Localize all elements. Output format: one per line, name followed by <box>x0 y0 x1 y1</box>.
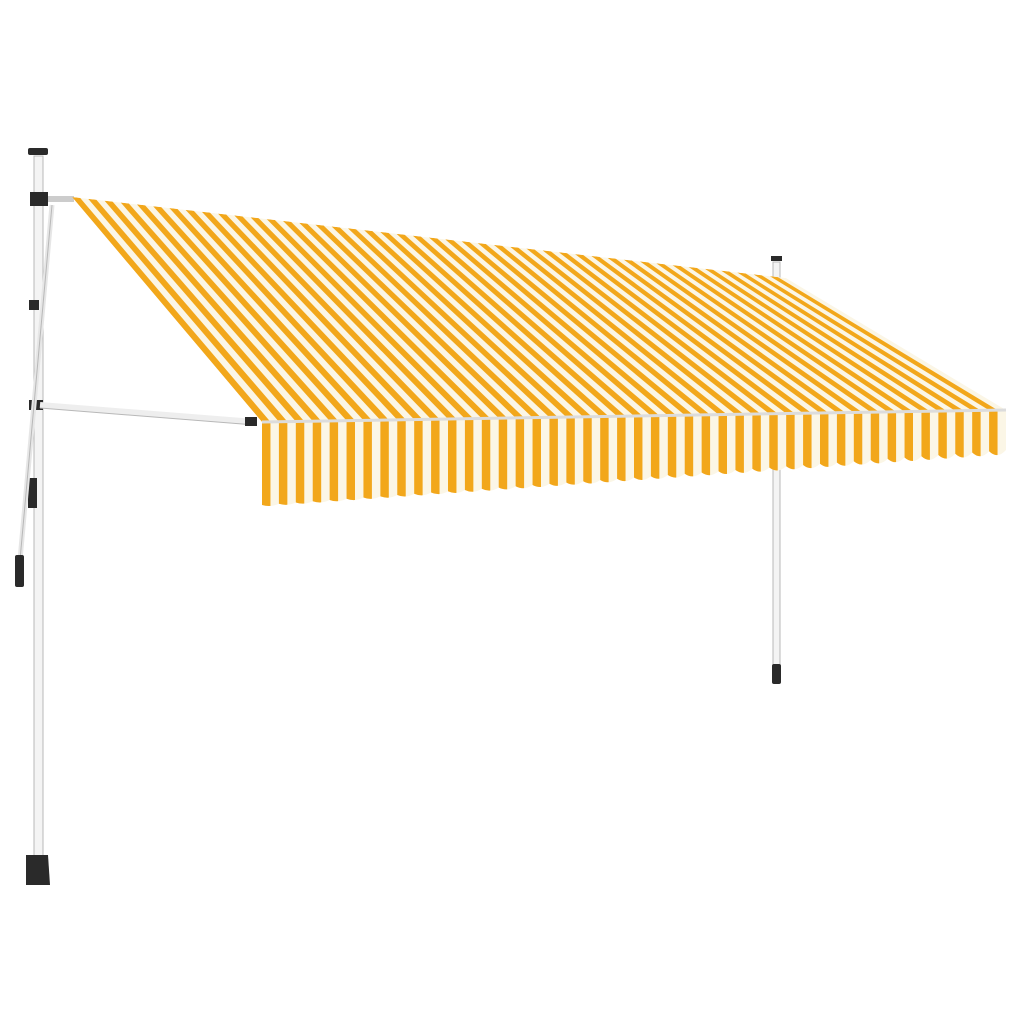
canopy-stripe <box>769 276 998 411</box>
canopy-stripe <box>396 233 609 417</box>
canopy-stripe <box>445 239 660 416</box>
left-pole <box>26 148 50 885</box>
canopy-stripe <box>737 272 964 411</box>
canopy-stripe <box>331 226 541 418</box>
canopy-stripe <box>201 211 406 420</box>
valance-stripe <box>363 410 372 507</box>
valance-stripe <box>650 410 660 507</box>
valance-stripe <box>989 410 998 507</box>
canopy-stripe <box>510 246 727 415</box>
canopy-stripe <box>380 231 592 417</box>
canopy-stripe <box>526 248 744 415</box>
valance-stripe <box>278 410 288 507</box>
canopy-stripe <box>72 197 271 422</box>
canopy-stripe <box>185 209 389 421</box>
valance-stripe <box>634 410 643 507</box>
crank-strut <box>15 204 55 587</box>
valance-stripe <box>431 410 440 507</box>
canopy-stripe <box>672 265 897 412</box>
valance-stripe <box>887 410 897 507</box>
canopy-stripe <box>153 206 355 421</box>
valance-stripe <box>448 410 457 507</box>
canopy-stripe <box>607 257 829 413</box>
canopy-stripe <box>639 261 863 413</box>
valance-stripe <box>938 410 947 507</box>
canopy-stripe <box>412 235 626 417</box>
canopy-stripe <box>721 270 947 412</box>
valance-stripe <box>346 410 355 507</box>
valance-stripe <box>701 410 711 507</box>
valance-stripe <box>295 410 305 507</box>
canopy-stripe <box>477 243 694 416</box>
valance-stripe <box>617 410 626 507</box>
valance-stripe <box>329 410 339 507</box>
canopy-stripe <box>429 237 643 416</box>
canopy-stripe <box>315 224 525 418</box>
canopy-stripe <box>493 244 711 415</box>
valance-stripe <box>870 410 880 507</box>
canopy-stripe <box>282 220 491 419</box>
canopy-stripe <box>169 208 372 421</box>
canopy-stripe <box>250 217 457 419</box>
canopy-stripe <box>104 200 305 422</box>
valance-stripe <box>836 410 846 507</box>
canopy-stripe <box>591 255 812 414</box>
valance-stripe <box>921 410 930 507</box>
canopy-stripe <box>347 228 558 418</box>
valance-stripe <box>904 410 913 507</box>
valance-stripe <box>803 410 812 507</box>
canopy-stripe <box>364 230 575 418</box>
canopy-stripe <box>575 254 795 414</box>
support-arm <box>39 402 257 426</box>
canopy-stripe <box>299 222 508 419</box>
canopy-stripe <box>461 241 677 416</box>
valance-stripe <box>786 410 795 507</box>
valance-stripe <box>414 410 423 507</box>
valance-stripe <box>312 410 322 507</box>
crank-handle <box>15 555 24 587</box>
valance-stripe <box>380 410 389 507</box>
valance-stripe <box>684 410 694 507</box>
canopy-stripe <box>218 213 423 420</box>
valance-stripe <box>955 410 964 507</box>
valance-stripe <box>464 410 474 507</box>
awning-canopy <box>72 197 1006 422</box>
valance-stripe <box>853 410 863 507</box>
valance-stripe <box>718 410 727 507</box>
canopy-stripe <box>688 266 913 412</box>
canopy-stripe <box>266 219 474 419</box>
canopy-stripe <box>656 263 880 413</box>
canopy-stripe <box>542 250 761 415</box>
valance-stripe <box>667 410 677 507</box>
canopy-stripe <box>120 202 322 422</box>
valance-stripe <box>397 410 406 507</box>
valance-stripe <box>735 410 744 507</box>
front-bar <box>261 408 1007 424</box>
valance-stripe <box>820 410 829 507</box>
canopy-stripe <box>753 274 981 411</box>
valance-stripe <box>752 410 761 507</box>
valance-stripe <box>972 410 981 507</box>
canopy-stripe <box>136 204 339 421</box>
canopy-stripe <box>704 268 930 412</box>
canopy-stripe <box>234 215 440 420</box>
right-pole <box>771 256 782 684</box>
valance-stripe <box>262 410 271 507</box>
canopy-stripe <box>88 198 288 422</box>
canopy-stripe <box>623 259 846 413</box>
canopy-stripe <box>558 252 778 414</box>
